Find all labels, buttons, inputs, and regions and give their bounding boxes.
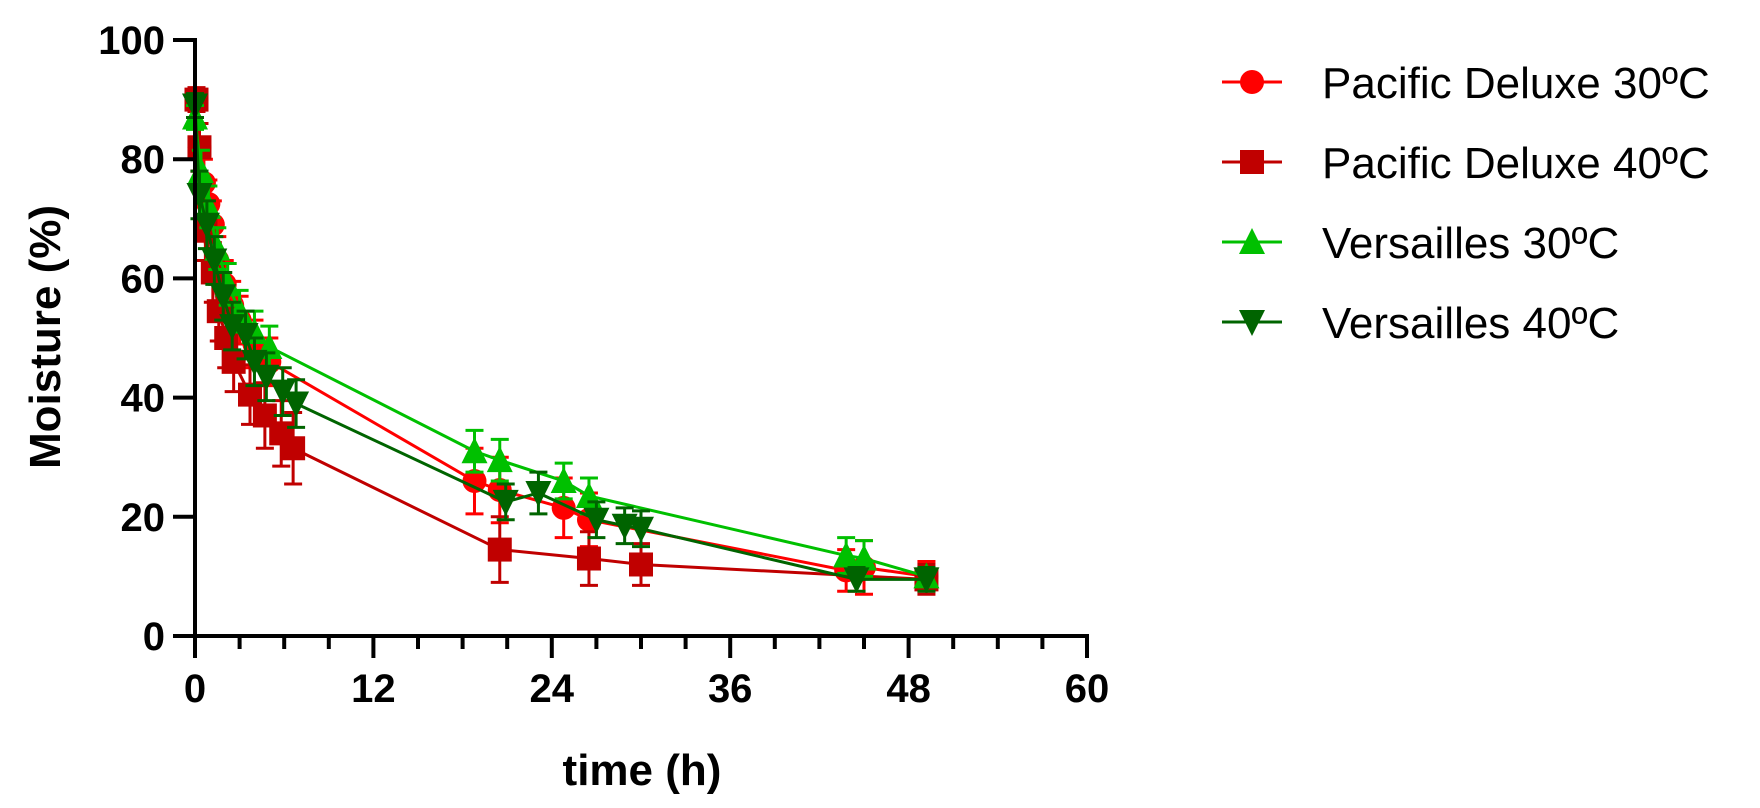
data-point [629,552,653,577]
legend-item: Versailles 40ºC [1222,299,1619,348]
x-ticks: 0 12 24 36 48 60 [184,636,1109,711]
data-point [487,537,512,562]
legend-label: Pacific Deluxe 40ºC [1322,139,1710,188]
data-point [576,546,601,571]
data-point [269,379,296,406]
legend-marker [1239,310,1265,336]
data-point [492,489,519,516]
data-point [210,284,237,311]
legend-marker [1240,70,1264,94]
data-point [219,314,246,341]
data-point [461,437,488,464]
series-4 [182,92,940,594]
y-ticks: 0 20 40 60 80 100 [98,19,195,659]
data-point [281,436,306,461]
data-point [241,349,268,376]
data-point [575,481,602,508]
legend-marker [1240,150,1264,174]
legend: Pacific Deluxe 30ºC Pacific Deluxe 40ºC Ve… [1222,59,1710,348]
y-tick-label: 100 [98,19,165,63]
data-point [221,349,246,374]
plot-area [182,86,940,596]
x-tick-label: 12 [351,667,396,711]
data-point [193,212,220,239]
data-point [833,541,860,568]
data-point [628,516,654,543]
x-axis-title: time (h) [563,746,722,795]
data-point [186,182,213,209]
y-axis-title: Moisture (%) [21,205,70,469]
data-point [851,544,877,571]
data-point [843,567,870,594]
data-point [913,567,940,594]
data-point [525,480,552,507]
legend-label: Versailles 30ºC [1322,219,1619,268]
y-tick-label: 60 [121,257,166,301]
data-point [486,446,513,473]
data-point [462,469,487,494]
x-tick-label: 24 [530,667,575,711]
data-point [238,382,263,407]
legend-label: Pacific Deluxe 30ºC [1322,59,1710,108]
data-point [583,507,610,534]
x-tick-label: 0 [184,667,206,711]
y-tick-label: 0 [143,615,165,659]
legend-item: Versailles 30ºC [1222,219,1619,268]
y-tick-label: 40 [121,377,166,421]
data-point [201,248,228,275]
legend-item: Pacific Deluxe 40ºC [1222,139,1710,188]
legend-marker [1239,228,1265,254]
x-tick-label: 36 [708,667,753,711]
data-point [253,364,280,391]
y-tick-label: 20 [121,496,166,540]
data-point [550,467,577,494]
data-point [283,391,310,418]
x-tick-label: 60 [1065,667,1110,711]
legend-item: Pacific Deluxe 30ºC [1222,59,1710,108]
data-point [232,323,259,350]
y-tick-label: 80 [121,138,166,182]
x-tick-label: 48 [886,667,931,711]
legend-label: Versailles 40ºC [1322,299,1619,348]
series-1 [184,87,939,596]
